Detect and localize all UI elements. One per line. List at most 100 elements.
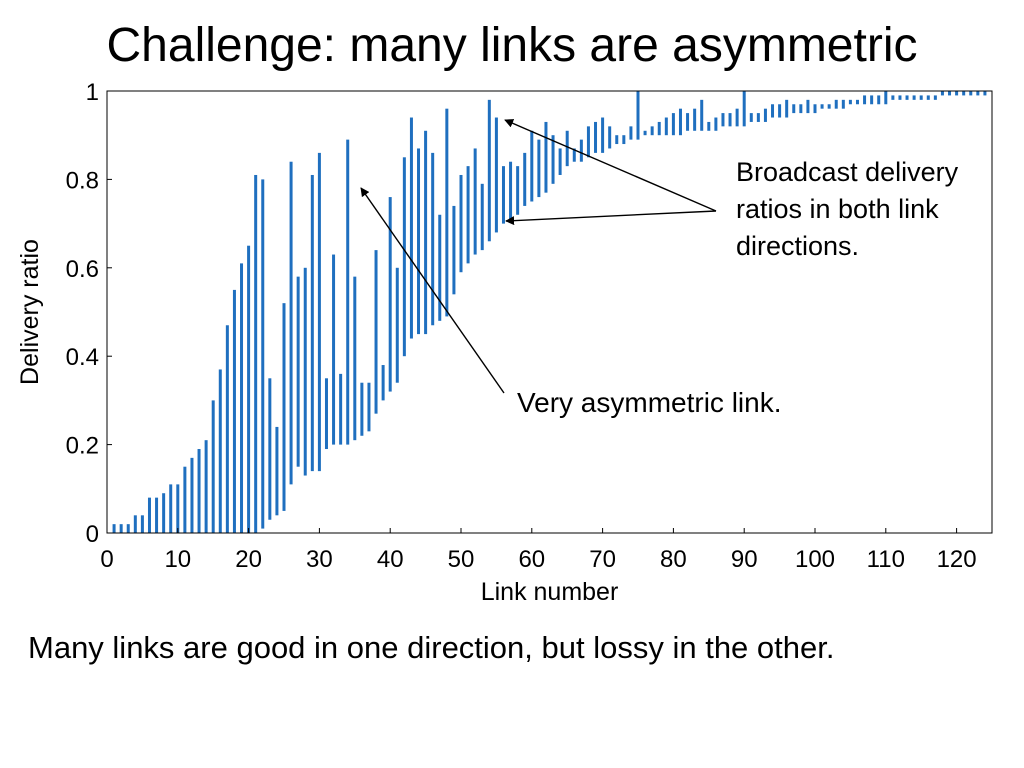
slide-title: Challenge: many links are asymmetric	[106, 19, 918, 72]
delivery-range-bar	[742, 91, 746, 127]
delivery-range-bar	[700, 99, 704, 131]
delivery-range-bar	[424, 130, 428, 335]
delivery-range-bar	[756, 113, 760, 122]
delivery-range-bar	[232, 289, 236, 533]
delivery-range-bar	[247, 245, 251, 533]
x-tick-label: 80	[660, 546, 687, 573]
delivery-range-bar	[190, 457, 194, 533]
delivery-range-bar	[275, 426, 279, 516]
delivery-range-bar	[452, 205, 456, 295]
x-tick-label: 120	[937, 546, 977, 573]
y-tick-label: 0.4	[66, 344, 99, 371]
y-tick-label: 0	[86, 521, 99, 548]
delivery-range-bar	[749, 113, 753, 122]
delivery-range-bar	[983, 91, 987, 96]
broadcast-annotation: Broadcast delivery ratios in both link d…	[736, 157, 966, 261]
plot-frame	[106, 90, 993, 534]
delivery-range-bar	[735, 108, 739, 127]
delivery-range-bar	[926, 95, 930, 100]
delivery-range-bar	[388, 197, 392, 392]
delivery-range-bar	[693, 108, 697, 131]
y-axis-title: Delivery ratio	[16, 239, 44, 385]
delivery-range-bar	[438, 214, 442, 321]
delivery-range-bar	[636, 91, 640, 140]
delivery-range-bar	[261, 179, 265, 529]
delivery-range-bar	[487, 99, 491, 242]
delivery-range-bar	[827, 104, 831, 109]
delivery-range-bar	[303, 267, 307, 476]
delivery-range-bar	[785, 99, 789, 118]
delivery-range-bar	[664, 117, 668, 136]
x-tick-label: 20	[235, 546, 262, 573]
delivery-range-bar	[204, 440, 208, 533]
x-tick-label: 90	[731, 546, 758, 573]
x-tick-label: 10	[164, 546, 191, 573]
delivery-range-bar	[473, 148, 477, 255]
delivery-range-bar	[948, 91, 952, 96]
delivery-range-bar	[240, 263, 244, 533]
delivery-range-bar	[402, 157, 406, 357]
delivery-range-bar	[891, 95, 895, 100]
delivery-range-bar	[933, 95, 937, 100]
delivery-range-bar	[813, 104, 817, 114]
delivery-range-bar	[601, 117, 605, 153]
delivery-range-bar	[671, 113, 675, 136]
delivery-range-bar	[480, 183, 484, 251]
delivery-range-bar	[501, 166, 505, 224]
delivery-range-bar	[820, 104, 824, 109]
delivery-range-bar	[799, 104, 803, 114]
x-axis-title: Link number	[481, 578, 619, 606]
delivery-range-bar	[544, 121, 548, 193]
delivery-range-bar	[848, 99, 852, 105]
ticks-layer: 0 10 20 30 40 50 60 70 80 90 100 110 120 0 0.2 0.4 0.6 0.…	[66, 79, 977, 573]
delivery-range-bar	[976, 91, 980, 96]
delivery-range-bar	[254, 174, 258, 534]
delivery-range-bar	[112, 524, 116, 533]
delivery-range-bar	[155, 497, 159, 533]
y-tick-label: 0.8	[66, 167, 99, 194]
delivery-range-bar	[381, 365, 385, 401]
delivery-range-bar	[586, 126, 590, 158]
delivery-range-bar	[792, 104, 796, 114]
delivery-range-bar	[296, 276, 300, 467]
x-tick-label: 60	[518, 546, 545, 573]
delivery-range-bar	[643, 130, 647, 136]
delivery-range-bar	[778, 104, 782, 118]
delivery-range-bar	[360, 382, 364, 436]
delivery-range-bar	[678, 108, 682, 136]
x-tick-label: 0	[100, 546, 113, 573]
delivery-range-bar	[558, 148, 562, 175]
delivery-range-bar	[417, 148, 421, 335]
broadcast-annotation-line: directions.	[736, 231, 859, 261]
delivery-range-bar	[955, 91, 959, 96]
delivery-range-bar	[551, 135, 555, 184]
broadcast-annotation-line: ratios in both link	[736, 194, 939, 224]
delivery-range-bar	[615, 135, 619, 145]
broadcast-arrow-lower	[505, 210, 717, 226]
delivery-range-bar	[919, 95, 923, 100]
x-tick-label: 50	[448, 546, 475, 573]
delivery-range-bar	[268, 378, 272, 520]
delivery-range-bar	[162, 493, 166, 533]
delivery-range-bar	[126, 524, 130, 533]
delivery-range-bar	[509, 161, 513, 220]
delivery-range-bar	[629, 126, 633, 140]
delivery-range-bar	[686, 113, 690, 131]
delivery-range-bar	[409, 117, 413, 339]
delivery-range-bar	[324, 378, 328, 450]
slide-caption: Many links are good in one direction, bu…	[28, 630, 835, 665]
delivery-range-bar	[898, 95, 902, 100]
delivery-range-bar	[877, 95, 881, 105]
delivery-range-bar	[516, 166, 520, 215]
delivery-range-bar	[169, 484, 173, 533]
delivery-range-bar	[608, 126, 612, 149]
delivery-range-bar	[565, 130, 569, 167]
delivery-range-bar	[395, 267, 399, 383]
y-tick-label: 1	[86, 79, 99, 106]
delivery-range-bar	[211, 400, 215, 533]
delivery-range-bar	[445, 108, 449, 317]
delivery-range-bar	[225, 325, 229, 533]
delivery-range-bar	[537, 139, 541, 198]
delivery-range-bar	[140, 515, 144, 533]
delivery-range-bar	[834, 99, 838, 109]
